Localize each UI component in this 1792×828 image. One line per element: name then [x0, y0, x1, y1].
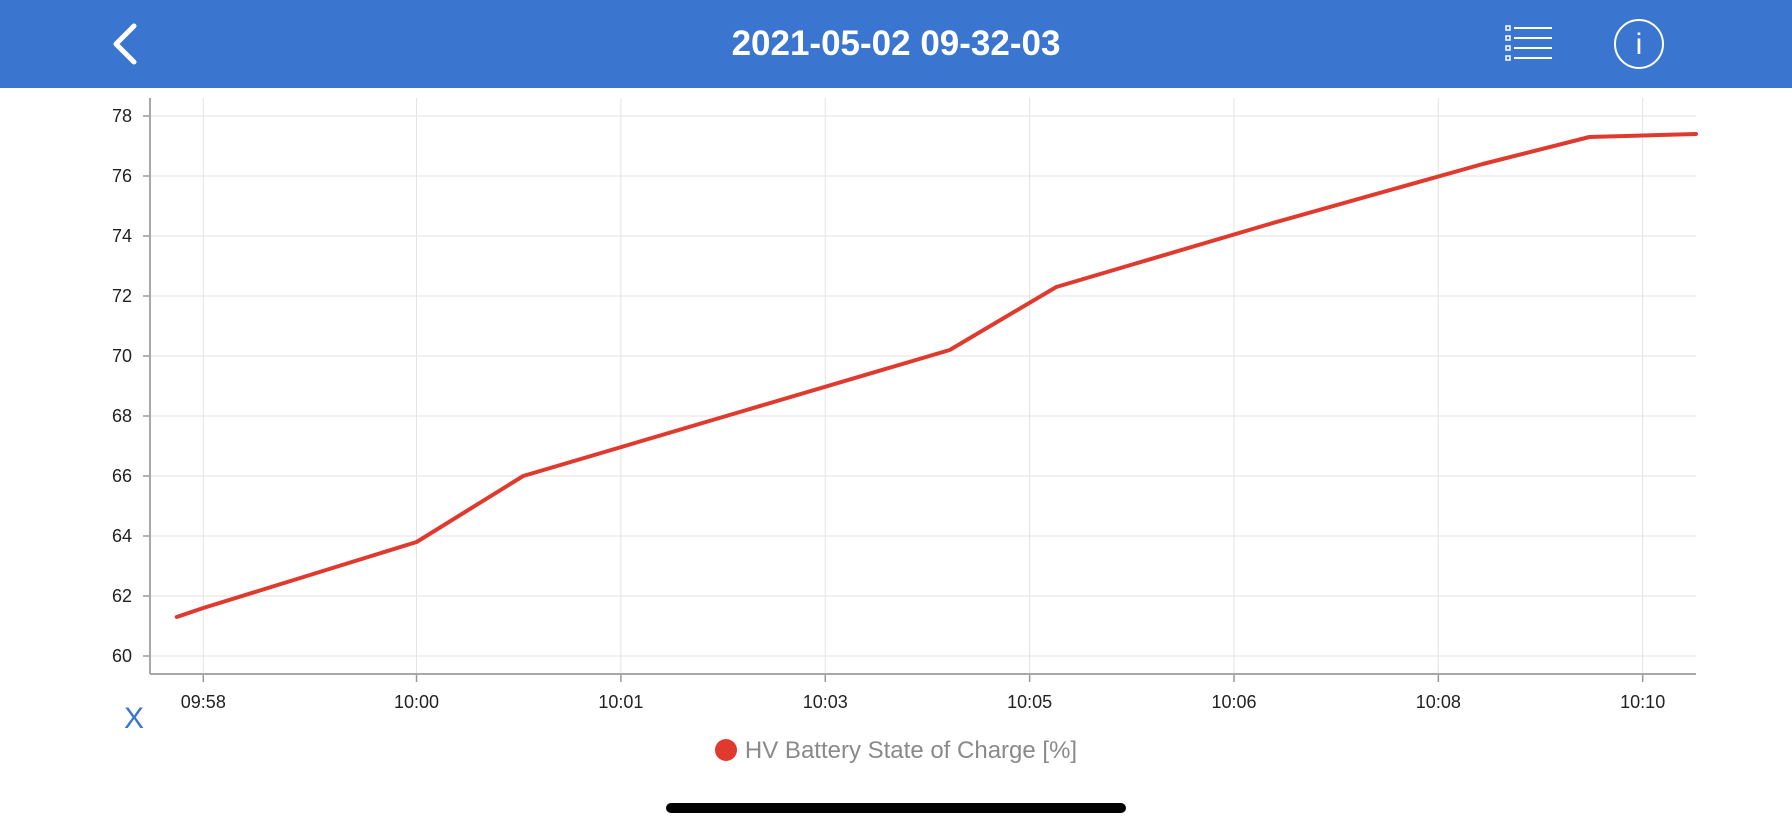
tick-labels: 60 62 64 66 68 70 72 74 76 78 09:58 10:00 10:01 10:03… — [112, 106, 1665, 712]
y-tick-label: 78 — [112, 106, 132, 126]
info-button[interactable]: i — [1612, 17, 1666, 71]
series-line-soc — [174, 132, 1698, 619]
home-indicator — [666, 803, 1126, 813]
y-tick-label: 72 — [112, 286, 132, 306]
svg-text:i: i — [1636, 28, 1643, 61]
list-button[interactable] — [1500, 18, 1556, 70]
back-button[interactable] — [100, 16, 156, 72]
x-tick-label: 09:58 — [181, 692, 226, 712]
x-tick-label: 10:06 — [1211, 692, 1256, 712]
chevron-left-icon — [113, 23, 137, 65]
y-tick-label: 70 — [112, 346, 132, 366]
list-icon — [1505, 25, 1552, 61]
grid — [150, 98, 1696, 674]
y-tick-label: 64 — [112, 526, 132, 546]
y-tick-label: 74 — [112, 226, 132, 246]
x-tick-label: 10:10 — [1620, 692, 1665, 712]
legend-marker — [714, 739, 737, 761]
x-tick-label: 10:03 — [803, 692, 848, 712]
x-tick-label: 10:01 — [598, 692, 643, 712]
y-tick-label: 60 — [112, 646, 132, 666]
legend[interactable]: HV Battery State of Charge [%] — [0, 735, 1792, 767]
x-axis-button[interactable]: X — [124, 702, 145, 735]
top-bar: 2021-05-02 09-32-03 i — [0, 0, 1792, 88]
x-tick-label: 10:08 — [1416, 692, 1461, 712]
x-tick-label: 10:00 — [394, 692, 439, 712]
y-tick-label: 76 — [112, 166, 132, 186]
axes — [143, 98, 1696, 682]
x-tick-label: 10:05 — [1007, 692, 1052, 712]
line-chart: 60 62 64 66 68 70 72 74 76 78 09:58 10:00 10:01 10:03… — [112, 98, 1698, 712]
y-tick-label: 62 — [112, 586, 132, 606]
info-icon: i — [1614, 19, 1664, 69]
y-tick-label: 66 — [112, 466, 132, 486]
y-tick-label: 68 — [112, 406, 132, 426]
legend-label: HV Battery State of Charge [%] — [744, 737, 1078, 764]
series — [174, 132, 1698, 619]
